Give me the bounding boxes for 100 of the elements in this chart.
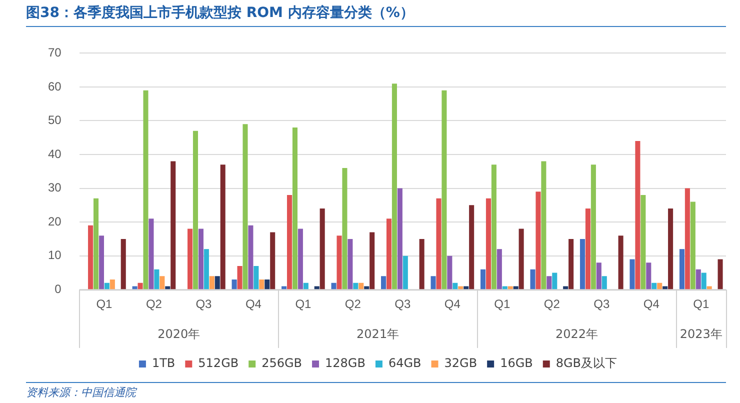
bar <box>386 218 392 290</box>
bar <box>513 286 518 290</box>
bar <box>508 286 513 290</box>
bar <box>248 225 254 290</box>
legend-label: 8GB及以下 <box>556 356 618 370</box>
bar <box>342 168 348 290</box>
text: 2020年 <box>158 327 200 342</box>
legend-label: 1TB <box>152 356 176 370</box>
bar <box>684 188 690 290</box>
bar <box>657 282 662 290</box>
bar <box>358 282 364 290</box>
bar <box>364 286 370 290</box>
y-tick-label: 40 <box>48 146 62 161</box>
bar <box>496 249 502 290</box>
bar <box>259 279 264 290</box>
bar <box>188 228 193 290</box>
y-tick-label: 50 <box>48 113 62 128</box>
bar <box>635 141 640 290</box>
bar <box>602 276 607 290</box>
bar <box>452 282 458 290</box>
y-tick-label: 20 <box>48 214 62 228</box>
x-tick-label: Q3 <box>594 297 610 312</box>
x-tick-label: Q2 <box>344 297 362 312</box>
bar <box>381 276 386 290</box>
bar <box>254 266 259 290</box>
x-tick-label: Q1 <box>96 297 113 312</box>
y-tick-label: 30 <box>48 180 62 195</box>
bar <box>568 238 574 290</box>
bar <box>480 269 486 290</box>
bar <box>170 161 176 290</box>
bar <box>530 269 536 290</box>
x-tick-label: Q3 <box>394 297 411 312</box>
bar <box>232 279 237 290</box>
bar <box>353 282 358 290</box>
x-tick-label: Q4 <box>444 297 461 312</box>
y-tick-label: 10 <box>48 248 62 262</box>
x-tick-label: Q2 <box>146 297 162 312</box>
bar <box>596 262 602 290</box>
bar <box>237 266 242 290</box>
bar <box>336 236 342 290</box>
legend-label: 64GB <box>388 356 422 370</box>
text: 2021年 <box>356 327 400 342</box>
x-tick-label: Q4 <box>643 297 660 312</box>
x-tick-label: Q2 <box>544 297 560 312</box>
bar <box>148 218 154 290</box>
bar <box>348 238 353 290</box>
bar <box>331 282 336 290</box>
bar <box>701 272 706 290</box>
bar <box>652 282 657 290</box>
bar <box>98 236 104 290</box>
bar <box>491 164 496 290</box>
bar <box>546 276 552 290</box>
bar <box>397 188 402 290</box>
bar <box>618 236 624 290</box>
bar <box>696 269 701 290</box>
bar <box>541 161 546 290</box>
bar <box>298 228 303 290</box>
bar <box>447 256 452 290</box>
bar <box>214 276 220 290</box>
bar <box>590 164 596 290</box>
bar <box>88 225 94 290</box>
bar <box>286 195 292 290</box>
bar <box>165 286 170 290</box>
bar <box>585 208 590 290</box>
bar <box>402 256 408 290</box>
bar <box>458 286 464 290</box>
bar <box>580 238 586 290</box>
bar <box>668 208 674 290</box>
bar <box>679 249 684 290</box>
bar <box>132 286 138 290</box>
bar <box>419 238 424 290</box>
legend-label: 256GB <box>262 356 302 370</box>
bar <box>320 208 325 290</box>
legend-label: 32GB <box>444 356 478 370</box>
bar <box>270 232 276 290</box>
bar <box>690 202 696 290</box>
bar <box>502 286 508 290</box>
bar <box>192 130 198 290</box>
text: 2022年 <box>556 327 598 342</box>
x-tick-label: Q1 <box>295 297 312 312</box>
bar <box>518 228 524 290</box>
bar <box>536 192 541 290</box>
bar <box>198 228 204 290</box>
bar <box>392 84 397 290</box>
bar <box>314 286 320 290</box>
x-tick-label: Q1 <box>693 297 710 312</box>
bar <box>486 198 491 290</box>
bar <box>143 90 148 290</box>
bar <box>120 238 126 290</box>
bar <box>292 127 298 290</box>
bar <box>138 282 143 290</box>
bar <box>209 276 214 290</box>
bar <box>204 249 209 290</box>
bar <box>552 272 558 290</box>
bar <box>110 279 115 290</box>
bar <box>430 276 436 290</box>
bar <box>93 198 99 290</box>
bar <box>718 259 723 290</box>
chart-title: 图38：各季度我国上市手机款型按 ROM 内存容量分类（%） <box>26 4 414 22</box>
bar <box>303 282 308 290</box>
